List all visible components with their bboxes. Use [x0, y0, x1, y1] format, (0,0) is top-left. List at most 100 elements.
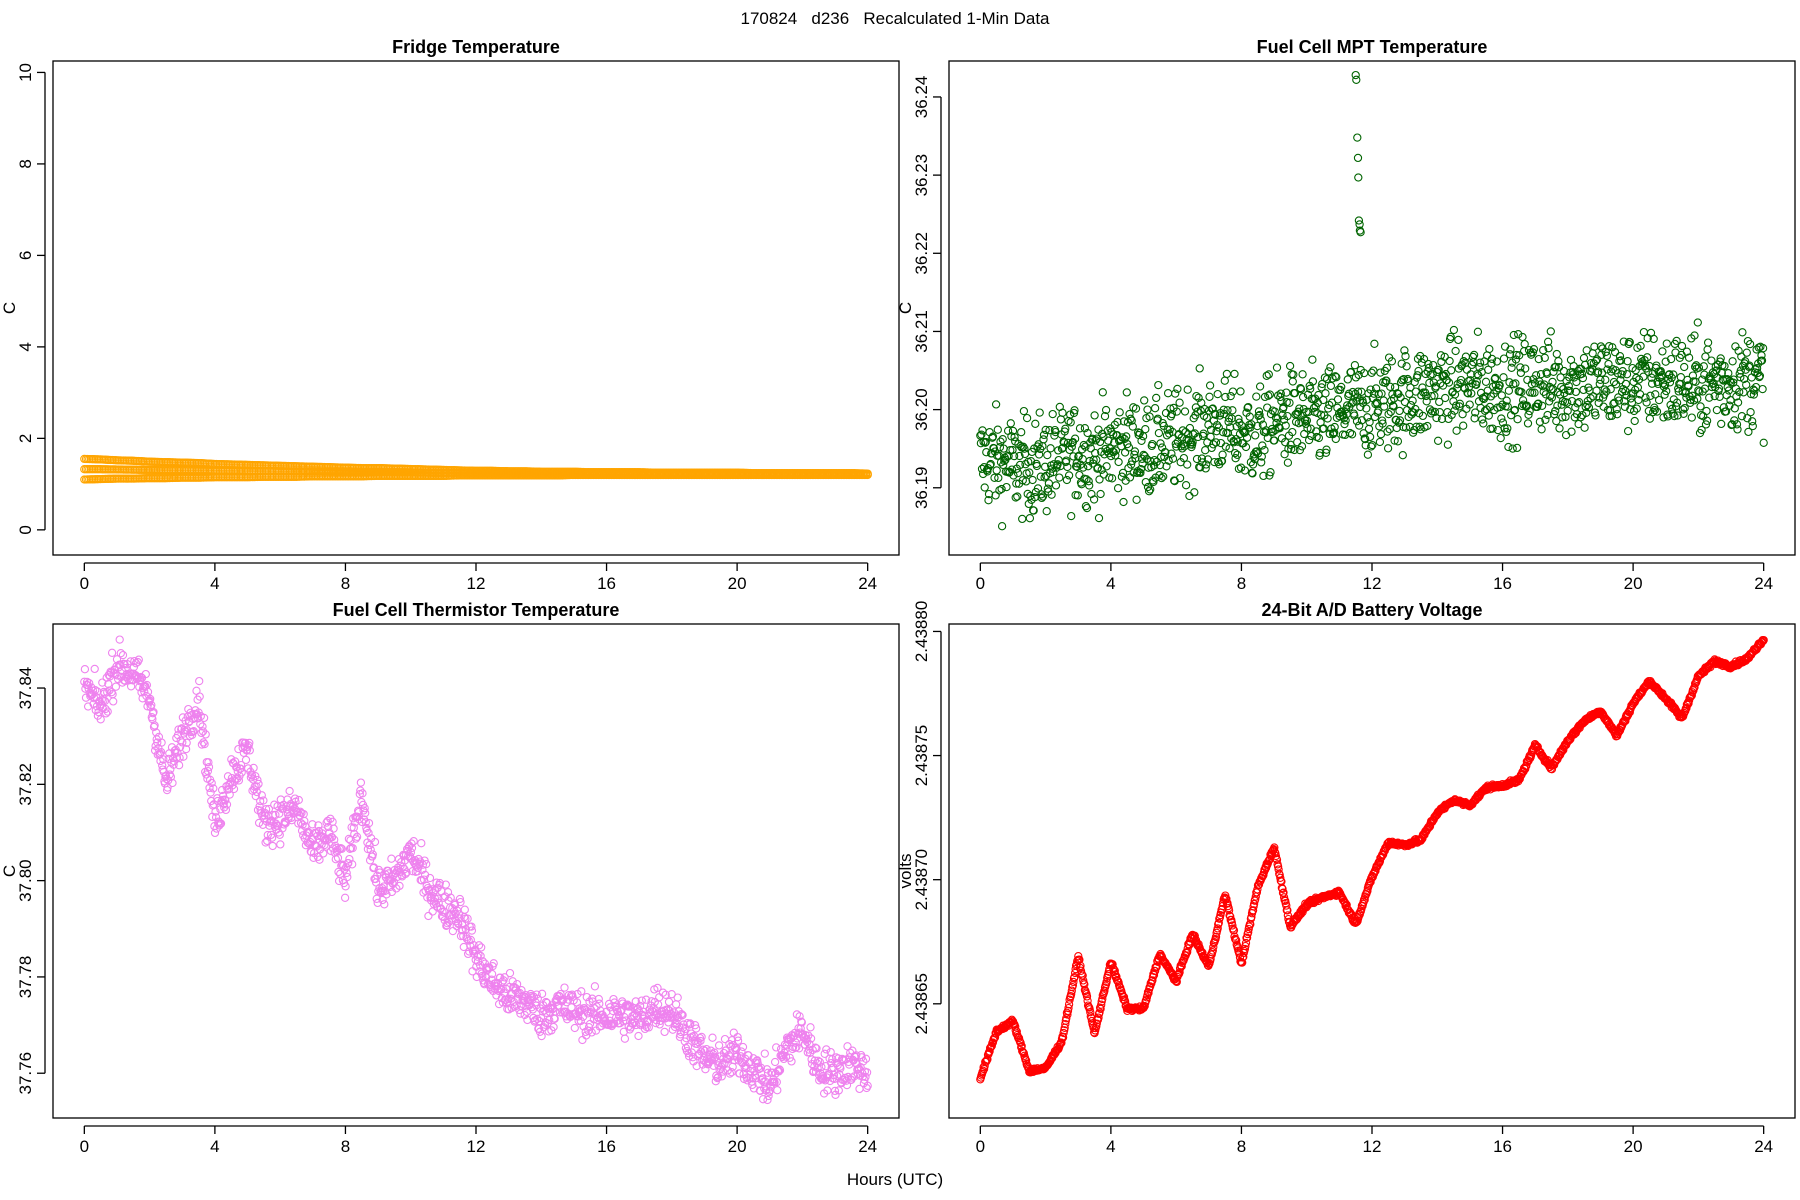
panel-title: Fuel Cell MPT Temperature: [1257, 37, 1488, 57]
data-point: [1396, 393, 1405, 402]
data-point: [1213, 389, 1222, 399]
data-point: [1343, 375, 1352, 384]
data-point: [1563, 398, 1572, 407]
data-point: [1368, 440, 1377, 450]
data-series: [976, 70, 1768, 531]
data-point: [1009, 451, 1019, 461]
x-tick-label: 0: [80, 574, 89, 593]
data-point: [1062, 456, 1071, 465]
data-point: [1044, 479, 1054, 488]
data-point: [1242, 433, 1252, 442]
data-point: [1333, 395, 1343, 404]
x-tick-label: 16: [1493, 574, 1512, 593]
data-point: [1070, 434, 1080, 443]
data-point: [210, 828, 220, 838]
data-point: [1331, 372, 1340, 381]
data-point: [1351, 373, 1361, 382]
data-point: [1023, 489, 1032, 499]
y-tick-label: 36.20: [912, 388, 931, 431]
data-point: [1424, 359, 1433, 369]
data-point: [1359, 429, 1368, 438]
data-point: [1425, 405, 1435, 414]
data-point: [1739, 388, 1748, 397]
data-point: [1303, 424, 1312, 433]
data-point: [1401, 352, 1410, 361]
data-point: [1252, 447, 1262, 456]
x-tick-label: 8: [341, 1137, 350, 1156]
data-point: [1226, 423, 1235, 432]
data-point: [1063, 462, 1072, 472]
data-point: [1430, 391, 1439, 400]
data-point: [1376, 368, 1385, 377]
data-point: [1402, 362, 1411, 371]
data-point: [1253, 421, 1262, 431]
data-point: [1293, 410, 1302, 419]
data-point: [671, 1000, 681, 1009]
data-point: [1759, 438, 1768, 447]
data-point: [1166, 404, 1175, 413]
data-point: [1283, 458, 1293, 467]
data-point: [1712, 405, 1722, 415]
data-point: [241, 755, 251, 765]
data-point: [1375, 437, 1385, 447]
data-point: [1040, 473, 1049, 482]
data-point: [1008, 445, 1017, 455]
data-point: [460, 905, 469, 914]
data-point: [1531, 371, 1541, 380]
data-point: [1687, 413, 1696, 422]
data-point: [1699, 362, 1708, 371]
data-point: [1236, 387, 1245, 396]
data-point: [1243, 403, 1252, 412]
data-point: [997, 522, 1007, 531]
data-point: [1075, 470, 1084, 480]
data-point: [1439, 371, 1449, 380]
data-point: [1537, 401, 1547, 410]
data-point: [996, 437, 1005, 446]
data-point: [1025, 468, 1034, 477]
data-point: [1536, 370, 1546, 379]
data-point: [1536, 380, 1545, 389]
data-point: [1265, 390, 1275, 399]
data-point: [1264, 391, 1273, 400]
data-point: [994, 473, 1003, 483]
data-point: [977, 464, 987, 474]
y-tick-label: 36.24: [912, 76, 931, 119]
data-point: [1758, 384, 1767, 394]
data-point: [1260, 446, 1269, 455]
data-point: [1511, 379, 1520, 388]
data-point: [1496, 433, 1505, 443]
data-point: [1101, 405, 1111, 415]
data-point: [1447, 410, 1456, 420]
data-point: [1081, 442, 1090, 451]
data-point: [1181, 481, 1191, 490]
data-point: [1564, 381, 1573, 391]
data-point: [107, 648, 117, 657]
data-point: [1551, 406, 1560, 416]
data-point: [1193, 407, 1202, 416]
data-point: [1015, 460, 1025, 470]
data-point: [1444, 378, 1454, 387]
data-point: [1211, 438, 1221, 447]
data-point: [1314, 433, 1324, 443]
data-point: [1227, 414, 1236, 423]
data-point: [1011, 493, 1020, 502]
data-point: [1168, 454, 1178, 463]
data-point: [1317, 383, 1326, 392]
data-point: [1119, 497, 1128, 507]
data-point: [1454, 335, 1463, 345]
data-point: [1418, 411, 1428, 421]
data-point: [1387, 357, 1397, 366]
data-point: [1228, 387, 1238, 396]
data-point: [1269, 427, 1278, 436]
data-point: [1733, 425, 1742, 434]
data-point: [1498, 418, 1508, 427]
data-point: [1543, 337, 1553, 346]
data-point: [1467, 389, 1476, 398]
data-point: [1255, 382, 1265, 391]
data-point: [1486, 392, 1496, 401]
data-point: [1330, 422, 1339, 432]
data-point: [729, 1028, 738, 1037]
data-point: [664, 997, 674, 1007]
